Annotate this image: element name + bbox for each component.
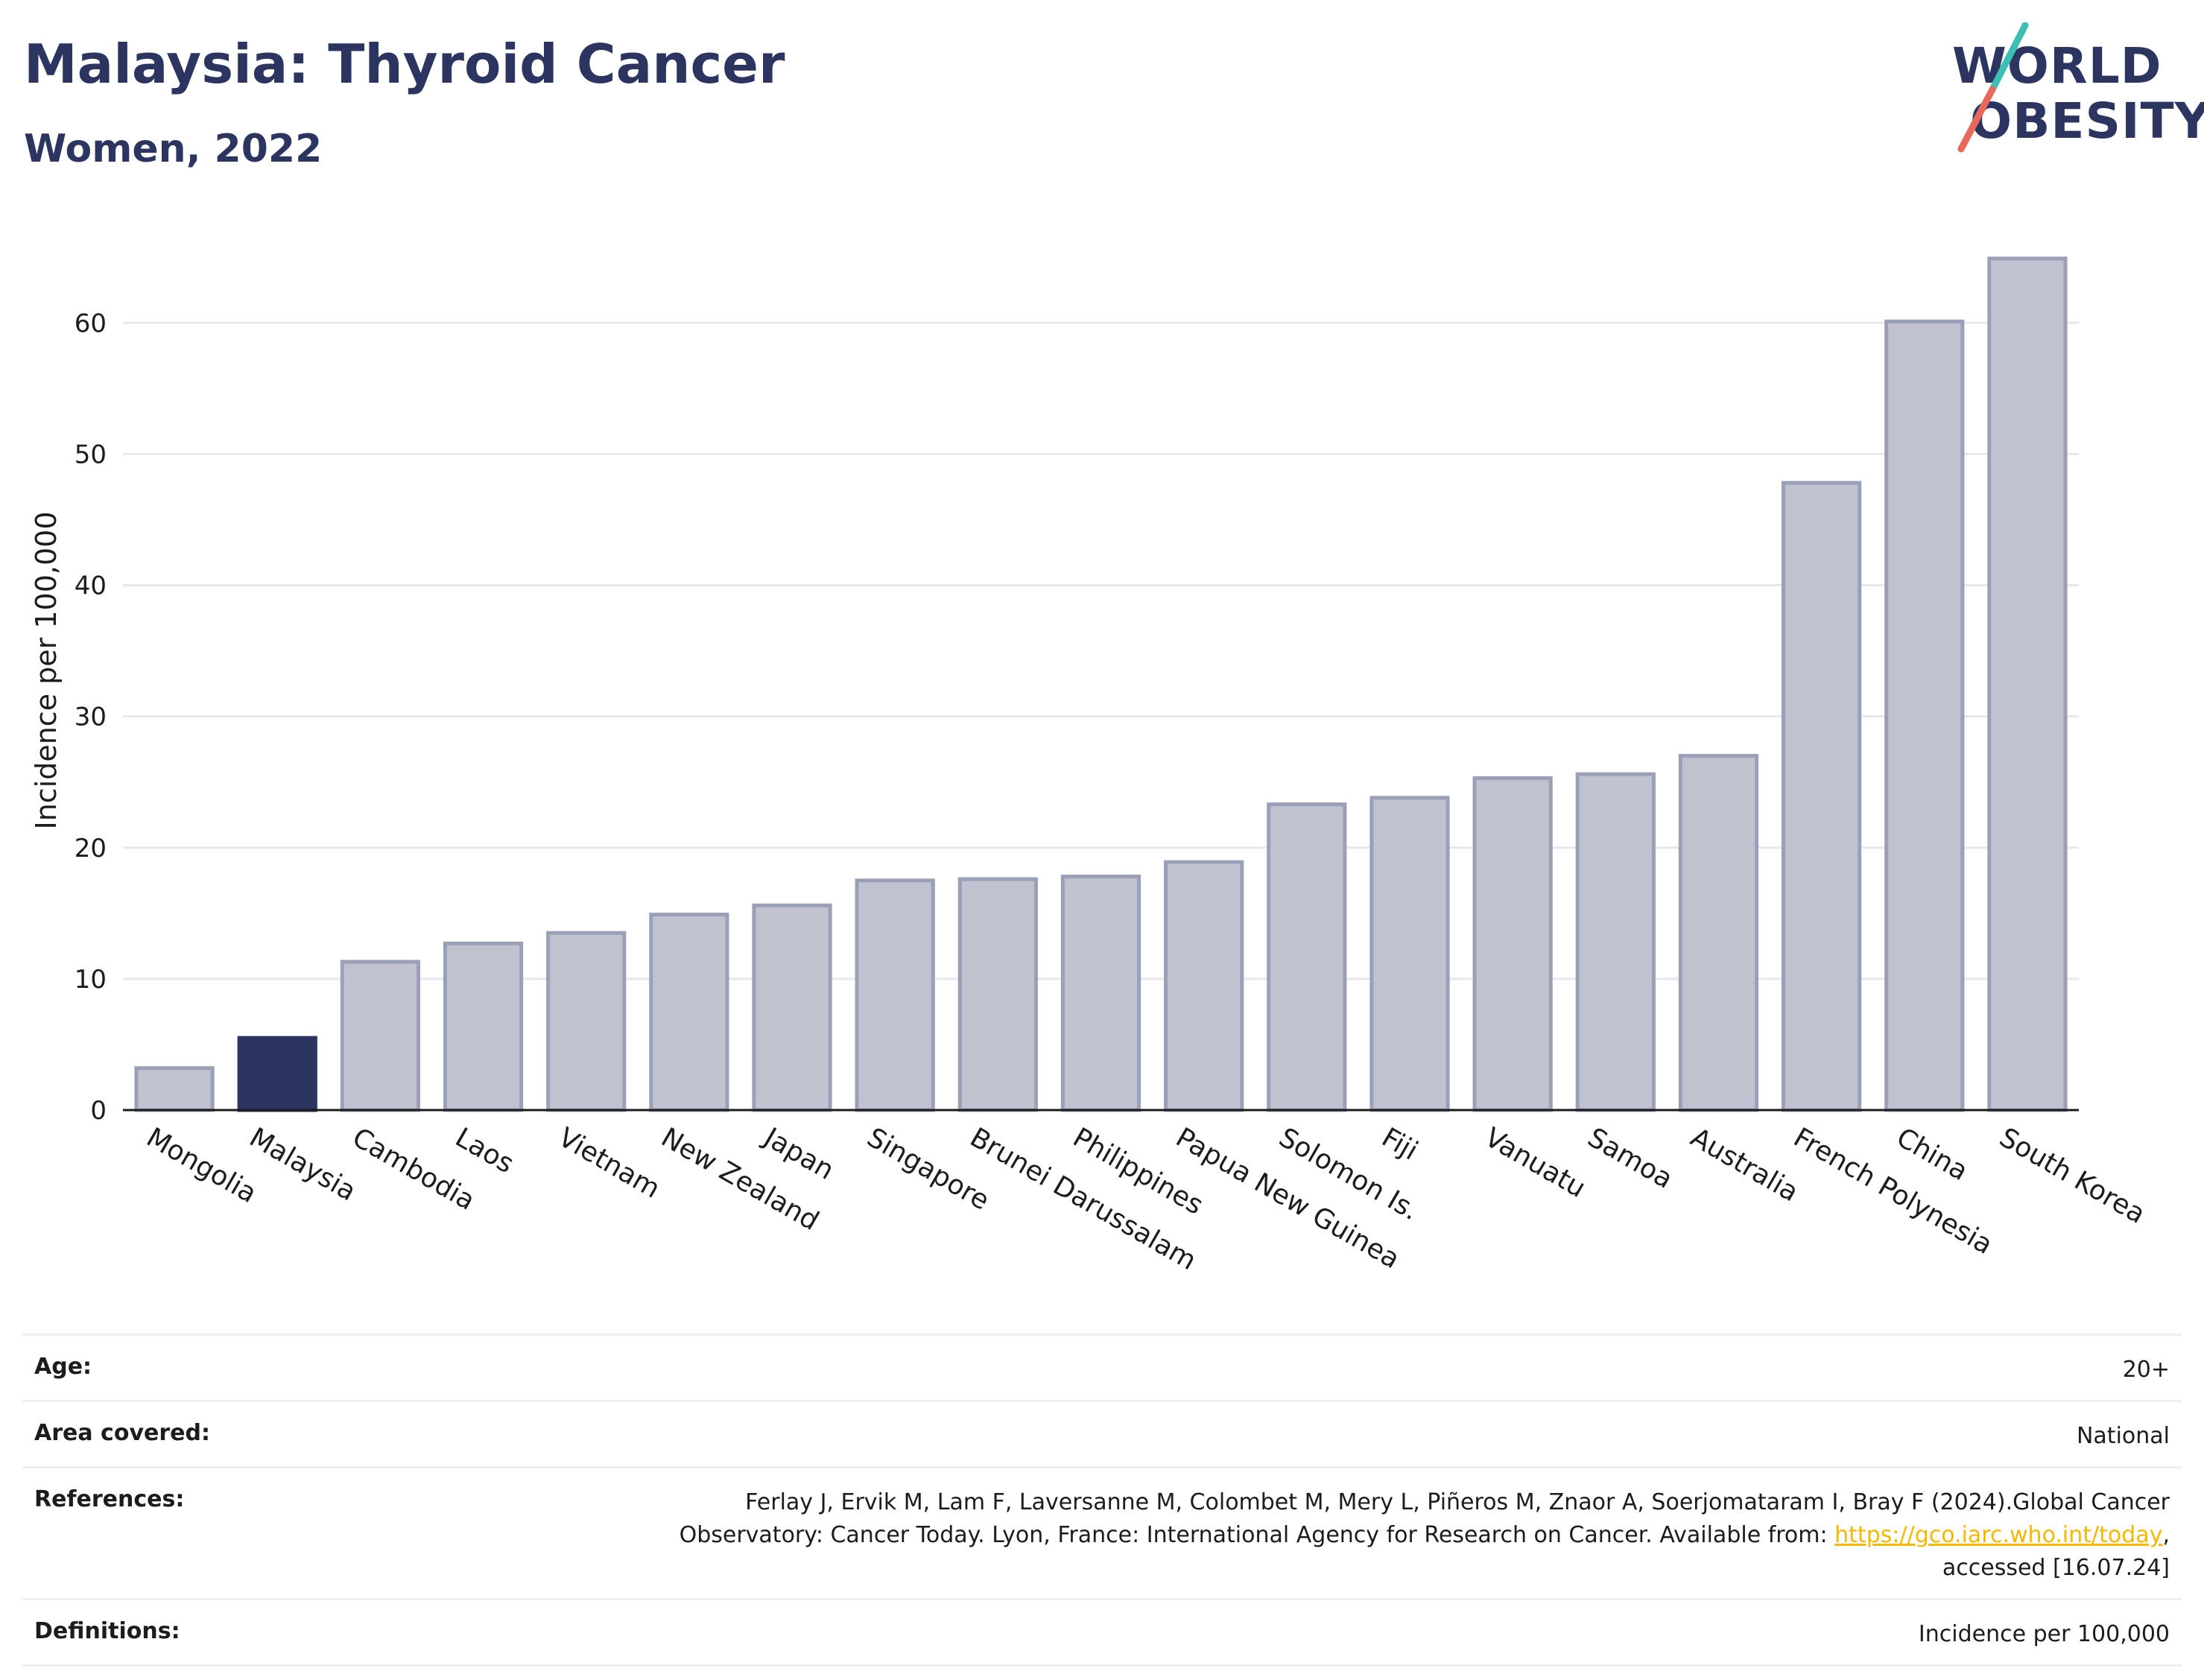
bar-china[interactable] (1884, 320, 1965, 1112)
x-tick-label: South Korea (1994, 1122, 2150, 1230)
y-tick-label: 20 (75, 834, 107, 863)
x-tick-label: China (1891, 1122, 1973, 1187)
y-tick-label: 60 (75, 308, 107, 338)
info-row-area: Area covered: National (22, 1400, 2182, 1466)
x-tick-label: Samoa (1583, 1122, 1678, 1195)
x-tick-label: Vanuatu (1480, 1122, 1591, 1204)
y-tick-label: 40 (75, 571, 107, 601)
bar-south-korea[interactable] (1987, 256, 2068, 1112)
y-tick-label: 50 (75, 440, 107, 469)
bar-malaysia[interactable] (237, 1036, 317, 1112)
info-value-definitions: Incidence per 100,000 (1918, 1621, 2170, 1647)
y-tick-label: 10 (75, 965, 107, 995)
bar-samoa[interactable] (1575, 772, 1656, 1112)
x-tick-label: Mongolia (142, 1122, 262, 1209)
y-tick-label: 0 (90, 1096, 107, 1126)
bar-japan[interactable] (752, 903, 832, 1112)
reference-line-3: accessed [16.07.24] (1942, 1555, 2170, 1581)
info-table: Age: 20+ Area covered: National Referenc… (22, 1334, 2182, 1667)
info-row-age: Age: 20+ (22, 1334, 2182, 1400)
bar-french-polynesia[interactable] (1781, 481, 1862, 1112)
info-label-area: Area covered: (34, 1420, 210, 1446)
x-tick-label: Malaysia (244, 1122, 361, 1207)
bar-vanuatu[interactable] (1472, 776, 1553, 1112)
bar-philippines[interactable] (1060, 875, 1141, 1112)
info-label-references: References: (34, 1486, 185, 1512)
reference-link[interactable]: https://gco.iarc.who.int/today (1834, 1522, 2163, 1548)
reference-line-2: Observatory: Cancer Today. Lyon, France:… (679, 1522, 1835, 1548)
x-tick-label: Vietnam (553, 1122, 665, 1205)
info-value-age: 20+ (2122, 1357, 2170, 1383)
bar-australia[interactable] (1678, 753, 1759, 1112)
x-tick-label: Japan (758, 1121, 839, 1186)
bar-brunei-darussalam[interactable] (957, 877, 1038, 1112)
world-obesity-logo: WORLD OBESITY (1937, 22, 2204, 156)
x-tick-label: Australia (1685, 1122, 1803, 1208)
info-row-definitions: Definitions: Incidence per 100,000 (22, 1598, 2182, 1667)
logo-line-1: WORLD (1952, 37, 2162, 95)
bar-vietnam[interactable] (546, 931, 627, 1112)
bar-new-zealand[interactable] (649, 913, 729, 1112)
info-value-references: Ferlay J, Ervik M, Lam F, Laversanne M, … (680, 1486, 2170, 1585)
bars (134, 256, 2068, 1112)
bar-mongolia[interactable] (134, 1066, 215, 1112)
bar-solomon-is-[interactable] (1267, 802, 1347, 1112)
chart-title: Malaysia: Thyroid Cancer (24, 33, 785, 95)
info-value-area: National (2076, 1423, 2170, 1449)
bar-chart: 0102030405060MongoliaMalaysiaCambodiaLao… (30, 256, 2150, 1276)
bar-fiji[interactable] (1369, 796, 1450, 1112)
info-row-references: References: Ferlay J, Ervik M, Lam F, La… (22, 1466, 2182, 1598)
bar-singapore[interactable] (855, 878, 935, 1112)
logo-slash-icon (1957, 22, 2029, 153)
x-tick-label: Laos (450, 1122, 519, 1179)
y-tick-label: 30 (75, 703, 107, 732)
y-axis-label: Incidence per 100,000 (30, 511, 63, 829)
info-label-definitions: Definitions: (34, 1618, 180, 1644)
bar-papua-new-guinea[interactable] (1164, 860, 1244, 1112)
x-tick-label: French Polynesia (1788, 1122, 1998, 1261)
reference-line-1: Ferlay J, Ervik M, Lam F, Laversanne M, … (745, 1489, 2170, 1515)
bar-cambodia[interactable] (340, 960, 421, 1112)
bar-laos[interactable] (443, 941, 524, 1112)
x-tick-label: Fiji (1376, 1122, 1422, 1167)
chart-subtitle: Women, 2022 (24, 127, 323, 171)
reference-line-2-end: , (2162, 1522, 2170, 1548)
info-label-age: Age: (34, 1354, 92, 1380)
logo-line-2: OBESITY (1970, 92, 2204, 150)
